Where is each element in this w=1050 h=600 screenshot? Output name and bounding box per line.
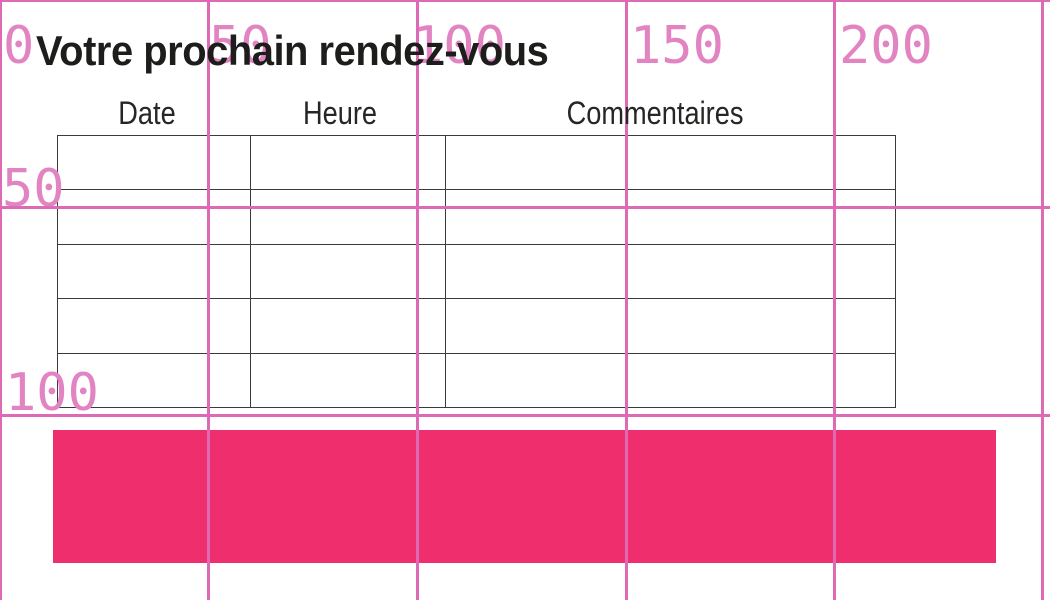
table-cell [250,134,446,191]
ruler-label-top-200: 200 [839,16,933,76]
table-cell [57,134,251,191]
highlight-bar [53,430,996,563]
ruler-gridline-horizontal-0 [0,0,1050,2]
table-cell [57,243,251,300]
table-cell [445,134,896,191]
table-body [57,134,896,409]
table-row [57,189,896,245]
ruler-gridline-vertical-250 [1041,0,1044,600]
ruler-gridline-vertical-0 [0,0,2,600]
page-title: Votre prochain rendez-vous [36,27,549,74]
table-cell [250,298,446,354]
ruler-label-top-0: 0 [3,16,35,76]
column-header-date: Date [118,95,176,131]
table-cell [445,243,896,300]
table-cell [445,352,896,409]
table-row [57,352,896,409]
table-row [57,298,896,354]
table-cell [445,298,896,354]
appointments-table [57,134,896,409]
table-cell [57,298,251,354]
table-cell [250,243,446,300]
column-header-commentaires: Commentaires [566,95,744,131]
ruler-gridline-horizontal-100 [0,414,1050,417]
table-row [57,134,896,191]
table-cell [445,189,896,245]
table-cell [57,352,251,409]
table-row [57,243,896,300]
table-cell [250,189,446,245]
table-cell [250,352,446,409]
ruler-label-left-50: 50 [2,159,65,219]
ruler-label-top-150: 150 [630,16,724,76]
column-header-heure: Heure [302,95,378,131]
table-cell [57,189,251,245]
